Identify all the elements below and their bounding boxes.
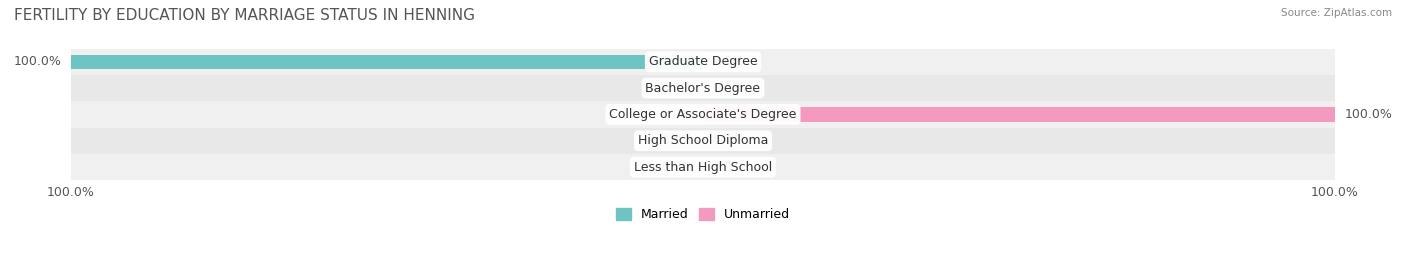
Text: 0.0%: 0.0% [661,134,693,147]
Bar [72,101,1334,128]
Text: 0.0%: 0.0% [713,134,745,147]
Text: High School Diploma: High School Diploma [638,134,768,147]
Text: Less than High School: Less than High School [634,161,772,174]
Text: 0.0%: 0.0% [713,161,745,174]
Text: Graduate Degree: Graduate Degree [648,55,758,68]
Text: Source: ZipAtlas.com: Source: ZipAtlas.com [1281,8,1392,18]
Bar [703,107,1334,122]
Text: 0.0%: 0.0% [661,161,693,174]
Text: 100.0%: 100.0% [14,55,62,68]
Bar [72,55,703,69]
Text: Bachelor's Degree: Bachelor's Degree [645,82,761,95]
Text: 100.0%: 100.0% [1344,108,1392,121]
Bar [72,75,1334,101]
Text: FERTILITY BY EDUCATION BY MARRIAGE STATUS IN HENNING: FERTILITY BY EDUCATION BY MARRIAGE STATU… [14,8,475,23]
Text: 0.0%: 0.0% [713,82,745,95]
Bar [72,128,1334,154]
Text: 0.0%: 0.0% [713,55,745,68]
Text: College or Associate's Degree: College or Associate's Degree [609,108,797,121]
Bar [72,154,1334,180]
Legend: Married, Unmarried: Married, Unmarried [612,203,794,226]
Text: 0.0%: 0.0% [661,82,693,95]
Text: 0.0%: 0.0% [661,108,693,121]
Bar [72,49,1334,75]
